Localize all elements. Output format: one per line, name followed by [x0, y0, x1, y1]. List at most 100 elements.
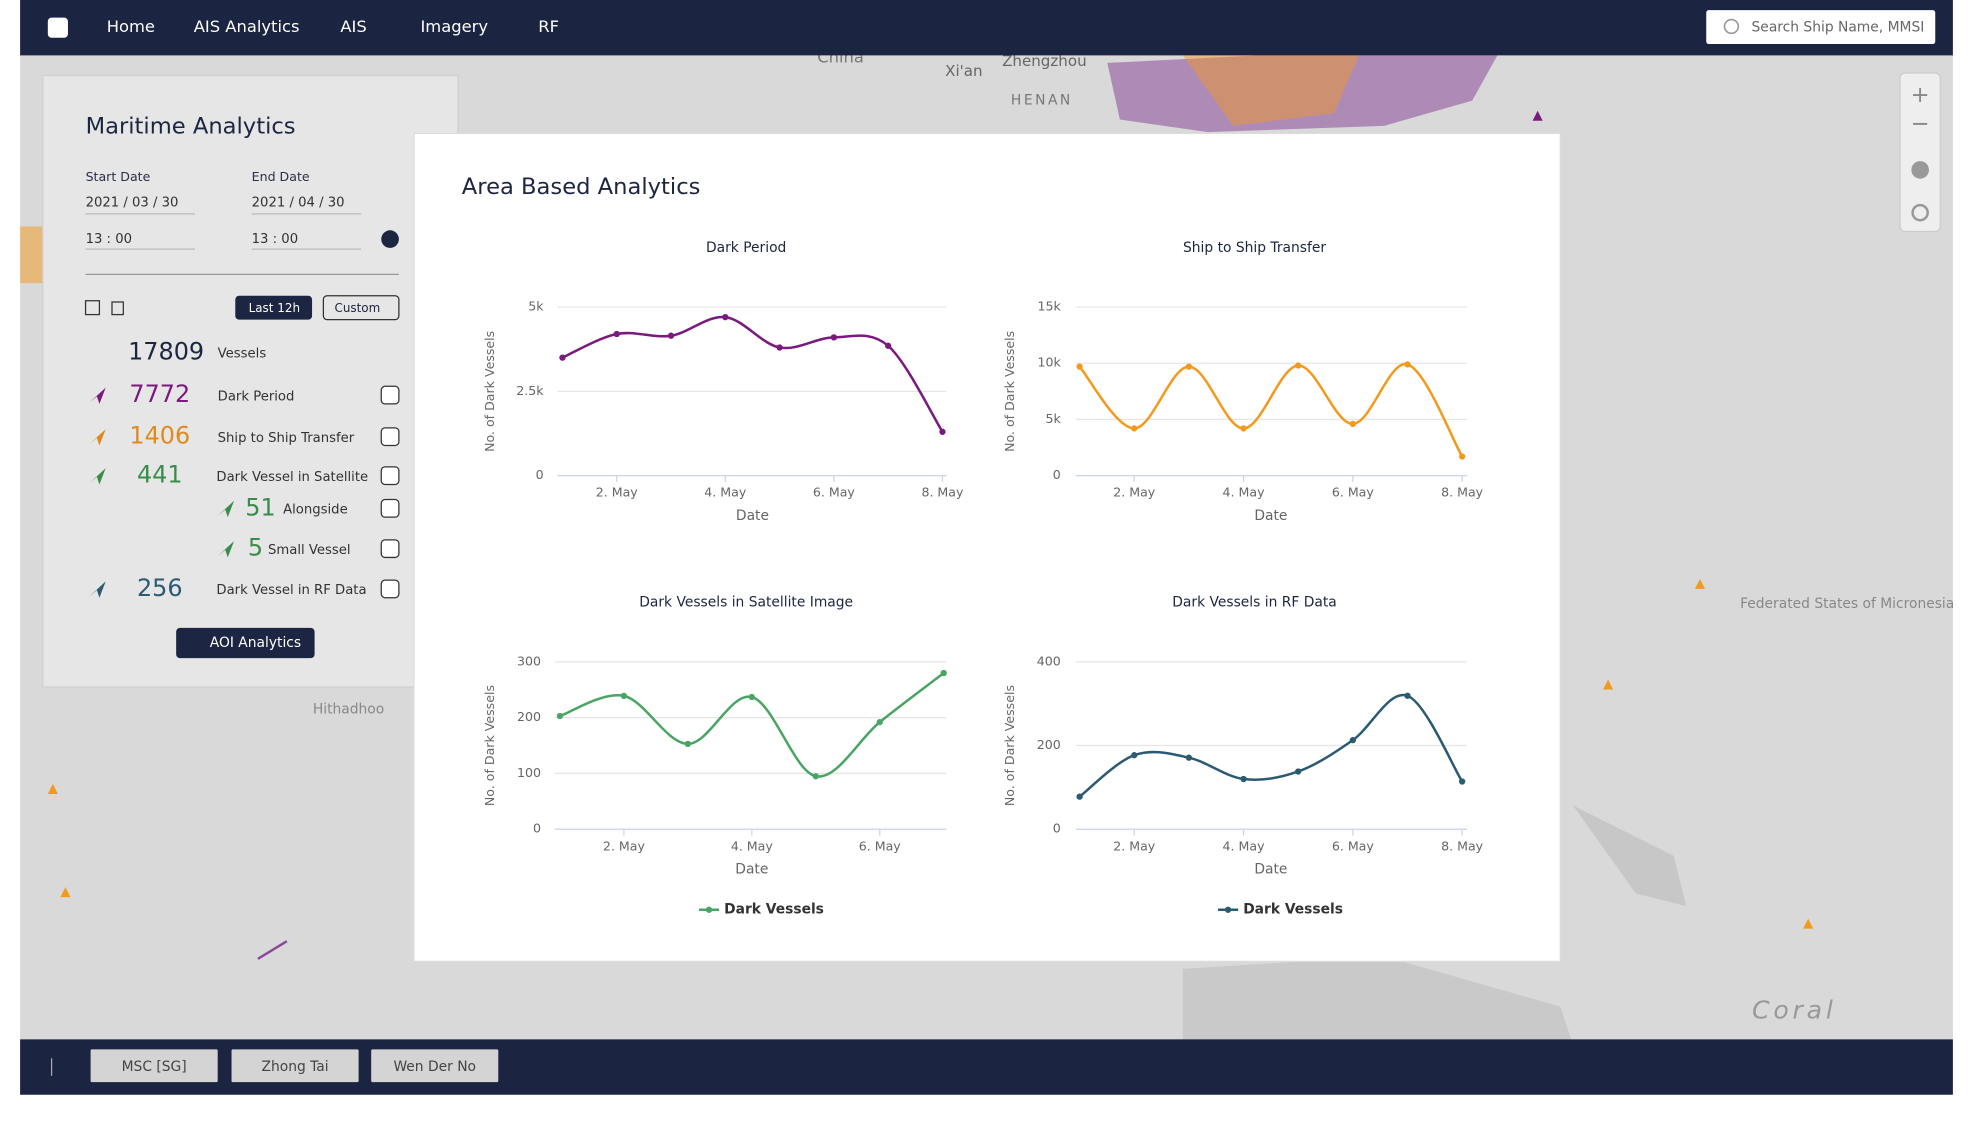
y-axis-label: No. of Dark Vessels	[482, 331, 497, 452]
start-date[interactable]: 2021 / 03 / 30	[86, 196, 179, 211]
data-point	[940, 669, 947, 677]
stat-label: Dark Vessel in RF Data	[216, 583, 366, 598]
x-tick-label: 2. May	[603, 838, 646, 853]
last-12h-button[interactable]	[235, 295, 313, 320]
stat-icon	[89, 429, 106, 446]
chart-title: Dark Vessels in Satellite Image	[639, 595, 853, 611]
data-point	[1404, 692, 1411, 699]
draw-icon[interactable]	[84, 300, 101, 316]
end-date[interactable]: 2021 / 04 / 30	[252, 196, 345, 211]
search-icon	[1723, 18, 1740, 35]
start-label: Start Date	[86, 169, 151, 184]
x-tick-label: 6. May	[1332, 485, 1375, 500]
x-tick-label: 6. May	[813, 485, 856, 500]
apply-button[interactable]	[381, 230, 399, 248]
checkbox[interactable]	[380, 579, 400, 599]
zoom-controls: + −	[1899, 72, 1941, 233]
x-tick-label: 6. May	[1332, 838, 1375, 853]
nav-item[interactable]: RF	[538, 17, 559, 36]
nav-item[interactable]: AIS	[340, 17, 366, 36]
delete-icon[interactable]	[111, 301, 124, 316]
chart-title: Ship to Ship Transfer	[1183, 240, 1326, 256]
x-tick-label: 8. May	[1441, 485, 1484, 500]
stat-count: 5	[248, 534, 263, 562]
x-axis-label: Date	[736, 508, 769, 524]
checkbox[interactable]	[380, 427, 400, 447]
checkbox[interactable]	[380, 498, 400, 518]
data-point	[830, 334, 838, 341]
stat-count: 441	[137, 461, 183, 489]
zoom-out[interactable]: −	[1911, 111, 1930, 137]
legend-label[interactable]: Dark Vessels	[1243, 902, 1343, 918]
data-point	[885, 342, 892, 349]
nav-item[interactable]: AIS Analytics	[194, 17, 300, 36]
x-axis-label: Date	[1254, 861, 1287, 877]
stat-label: Dark Vessel in Satellite	[216, 470, 368, 485]
custom-button[interactable]	[322, 295, 400, 321]
data-point	[1131, 752, 1138, 759]
map-markers	[20, 55, 1814, 1045]
data-point	[748, 693, 755, 701]
data-point	[776, 344, 783, 351]
ship-tab-label: MSC [SG]	[122, 1059, 187, 1075]
data-point	[1131, 425, 1138, 432]
data-point	[556, 712, 564, 720]
data-point	[1240, 425, 1247, 432]
y-tick-label: 0	[533, 821, 541, 836]
stat-label: Ship to Ship Transfer	[218, 431, 355, 446]
data-point	[1349, 420, 1356, 428]
checkbox[interactable]	[380, 539, 400, 559]
end-time[interactable]: 13 : 00	[252, 232, 298, 247]
ship-tab[interactable]	[90, 1049, 218, 1083]
data-point	[722, 314, 729, 321]
reset[interactable]	[1911, 203, 1929, 222]
stat-label: Vessels	[218, 347, 267, 362]
y-tick-label: 0	[536, 467, 544, 482]
zoom-in[interactable]: +	[1911, 82, 1930, 108]
ship-tab[interactable]	[371, 1049, 499, 1083]
data-point	[1349, 736, 1356, 744]
stat-icon	[217, 541, 235, 558]
stat-count: 51	[245, 493, 275, 521]
checkbox[interactable]	[380, 385, 400, 405]
charts: Dark Period 0 2.5k 5k 2. May 4. May 6. May 8. M…	[482, 240, 1483, 918]
data-point	[1185, 754, 1193, 761]
compass[interactable]	[1911, 161, 1929, 179]
legend-label[interactable]: Dark Vessels	[724, 902, 824, 918]
start-time[interactable]: 13 : 00	[86, 232, 132, 247]
data-point	[1458, 453, 1466, 460]
x-axis-label: Date	[735, 861, 768, 877]
stat-label: Dark Period	[218, 389, 295, 404]
stat-icon	[89, 468, 106, 485]
button-label: Last 12h	[249, 301, 300, 315]
y-tick-label: 0	[1053, 467, 1061, 482]
stat-icon	[89, 387, 106, 404]
legend-marker	[705, 906, 713, 913]
y-tick-label: 200	[517, 709, 541, 724]
x-tick-label: 4. May	[1223, 838, 1266, 853]
y-tick-label: 200	[1037, 737, 1061, 752]
data-point	[620, 692, 628, 700]
x-tick-label: 4. May	[704, 485, 747, 500]
y-axis-label: No. of Dark Vessels	[482, 685, 497, 806]
ship-tab[interactable]	[231, 1049, 359, 1083]
legend-marker	[1224, 906, 1232, 913]
data-point	[1076, 793, 1083, 800]
x-tick-label: 4. May	[1223, 485, 1266, 500]
checkbox[interactable]	[380, 466, 400, 486]
nav-item[interactable]: Home	[107, 17, 155, 36]
ship-tab-label: Wen Der No	[393, 1059, 476, 1075]
search-box[interactable]	[1706, 10, 1936, 45]
date-lines	[85, 213, 399, 275]
map-label: Hithadhoo	[313, 702, 384, 718]
ship-tab-label: Zhong Tai	[262, 1059, 329, 1075]
y-tick-label: 15k	[1037, 299, 1061, 314]
x-tick-label: 2. May	[1113, 838, 1156, 853]
data-point	[1404, 361, 1411, 368]
map-label: Zhengzhou	[1002, 52, 1087, 70]
nav-item[interactable]: Imagery	[420, 17, 488, 36]
aoi-button[interactable]	[176, 627, 315, 659]
stat-label: Small Vessel	[268, 543, 351, 558]
logo[interactable]	[47, 17, 68, 38]
data-point	[1295, 362, 1302, 369]
